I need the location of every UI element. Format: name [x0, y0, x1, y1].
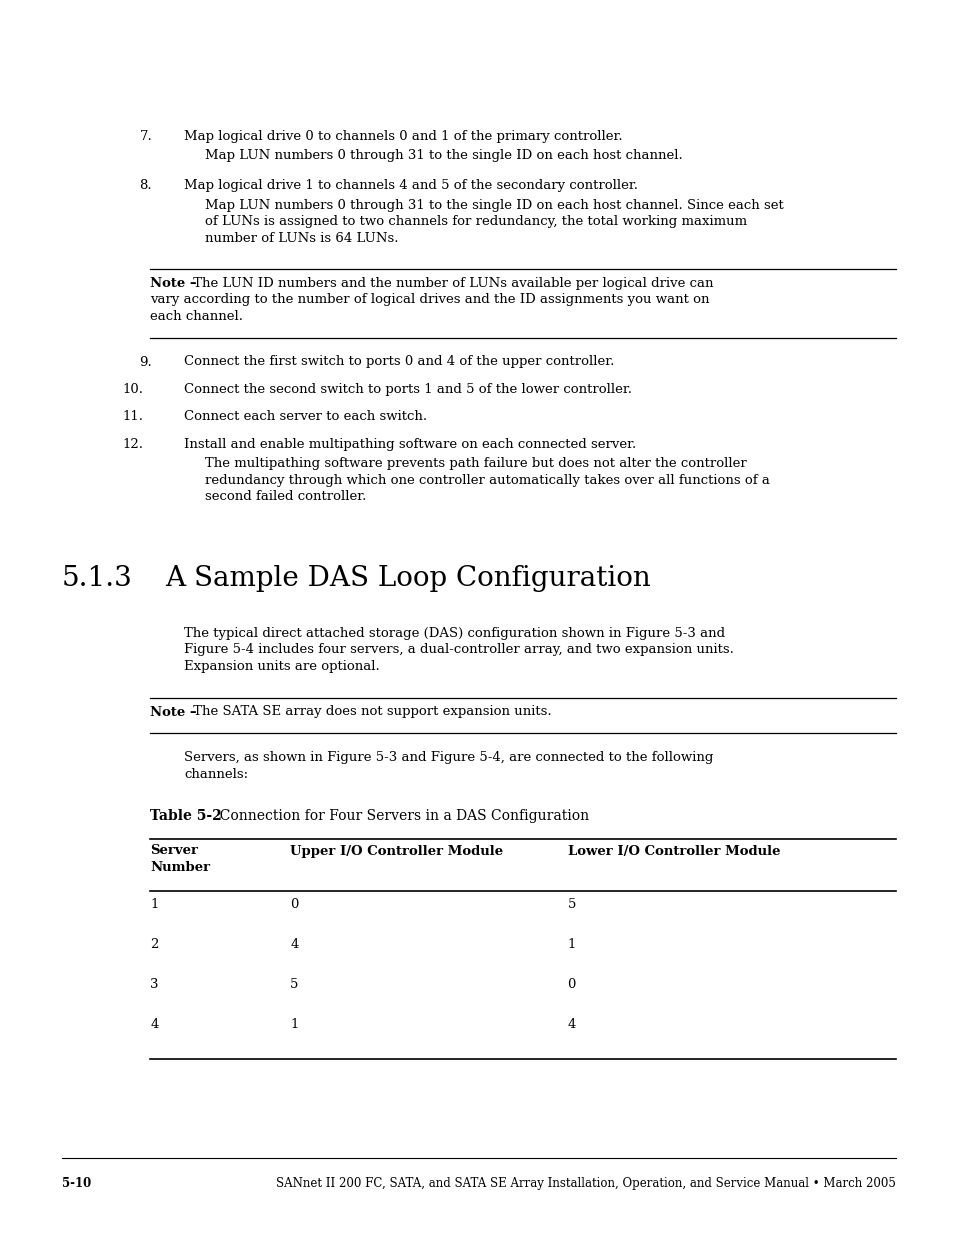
Text: The SATA SE array does not support expansion units.: The SATA SE array does not support expan… [189, 705, 551, 719]
Text: Upper I/O Controller Module: Upper I/O Controller Module [290, 845, 503, 857]
Text: Expansion units are optional.: Expansion units are optional. [184, 659, 379, 673]
Text: 0: 0 [290, 899, 298, 911]
Text: second failed controller.: second failed controller. [205, 490, 366, 504]
Text: 1: 1 [290, 1019, 298, 1031]
Text: 5: 5 [290, 978, 298, 992]
Text: Map logical drive 1 to channels 4 and 5 of the secondary controller.: Map logical drive 1 to channels 4 and 5 … [184, 179, 638, 191]
Text: 5.1.3: 5.1.3 [62, 564, 132, 592]
Text: Lower I/O Controller Module: Lower I/O Controller Module [567, 845, 780, 857]
Text: The LUN ID numbers and the number of LUNs available per logical drive can: The LUN ID numbers and the number of LUN… [189, 277, 713, 290]
Text: each channel.: each channel. [150, 310, 243, 324]
Text: 12.: 12. [122, 438, 143, 451]
Text: vary according to the number of logical drives and the ID assignments you want o: vary according to the number of logical … [150, 294, 709, 306]
Text: redundancy through which one controller automatically takes over all functions o: redundancy through which one controller … [205, 474, 769, 487]
Text: 7.: 7. [139, 130, 152, 143]
Text: Install and enable multipathing software on each connected server.: Install and enable multipathing software… [184, 438, 636, 451]
Text: 0: 0 [567, 978, 576, 992]
Text: The multipathing software prevents path failure but does not alter the controlle: The multipathing software prevents path … [205, 457, 746, 471]
Text: Table 5-2: Table 5-2 [150, 809, 222, 823]
Text: Note –: Note – [150, 705, 196, 719]
Text: Connect the second switch to ports 1 and 5 of the lower controller.: Connect the second switch to ports 1 and… [184, 383, 632, 396]
Text: Note –: Note – [150, 277, 196, 290]
Text: 5-10: 5-10 [62, 1177, 91, 1191]
Text: 5: 5 [567, 899, 576, 911]
Text: A Sample DAS Loop Configuration: A Sample DAS Loop Configuration [165, 564, 650, 592]
Text: Server: Server [150, 845, 198, 857]
Text: Map LUN numbers 0 through 31 to the single ID on each host channel. Since each s: Map LUN numbers 0 through 31 to the sing… [205, 199, 783, 211]
Text: 8.: 8. [139, 179, 152, 191]
Text: 4: 4 [150, 1019, 158, 1031]
Text: The typical direct attached storage (DAS) configuration shown in Figure 5-3 and: The typical direct attached storage (DAS… [184, 627, 724, 640]
Text: Connect the first switch to ports 0 and 4 of the upper controller.: Connect the first switch to ports 0 and … [184, 356, 614, 368]
Text: Connection for Four Servers in a DAS Configuration: Connection for Four Servers in a DAS Con… [212, 809, 589, 823]
Text: Figure 5-4 includes four servers, a dual-controller array, and two expansion uni: Figure 5-4 includes four servers, a dual… [184, 643, 733, 657]
Text: 1: 1 [150, 899, 158, 911]
Text: Number: Number [150, 861, 210, 874]
Text: 4: 4 [290, 939, 298, 951]
Text: Connect each server to each switch.: Connect each server to each switch. [184, 410, 427, 424]
Text: Map LUN numbers 0 through 31 to the single ID on each host channel.: Map LUN numbers 0 through 31 to the sing… [205, 149, 682, 163]
Text: 3: 3 [150, 978, 158, 992]
Text: 9.: 9. [139, 356, 152, 368]
Text: SANnet II 200 FC, SATA, and SATA SE Array Installation, Operation, and Service M: SANnet II 200 FC, SATA, and SATA SE Arra… [275, 1177, 895, 1191]
Text: 1: 1 [567, 939, 576, 951]
Text: 2: 2 [150, 939, 158, 951]
Text: Map logical drive 0 to channels 0 and 1 of the primary controller.: Map logical drive 0 to channels 0 and 1 … [184, 130, 622, 143]
Text: channels:: channels: [184, 767, 248, 781]
Text: number of LUNs is 64 LUNs.: number of LUNs is 64 LUNs. [205, 231, 398, 245]
Text: 11.: 11. [122, 410, 143, 424]
Text: of LUNs is assigned to two channels for redundancy, the total working maximum: of LUNs is assigned to two channels for … [205, 215, 746, 228]
Text: 4: 4 [567, 1019, 576, 1031]
Text: 10.: 10. [122, 383, 143, 396]
Text: Servers, as shown in Figure 5-3 and Figure 5-4, are connected to the following: Servers, as shown in Figure 5-3 and Figu… [184, 751, 713, 764]
